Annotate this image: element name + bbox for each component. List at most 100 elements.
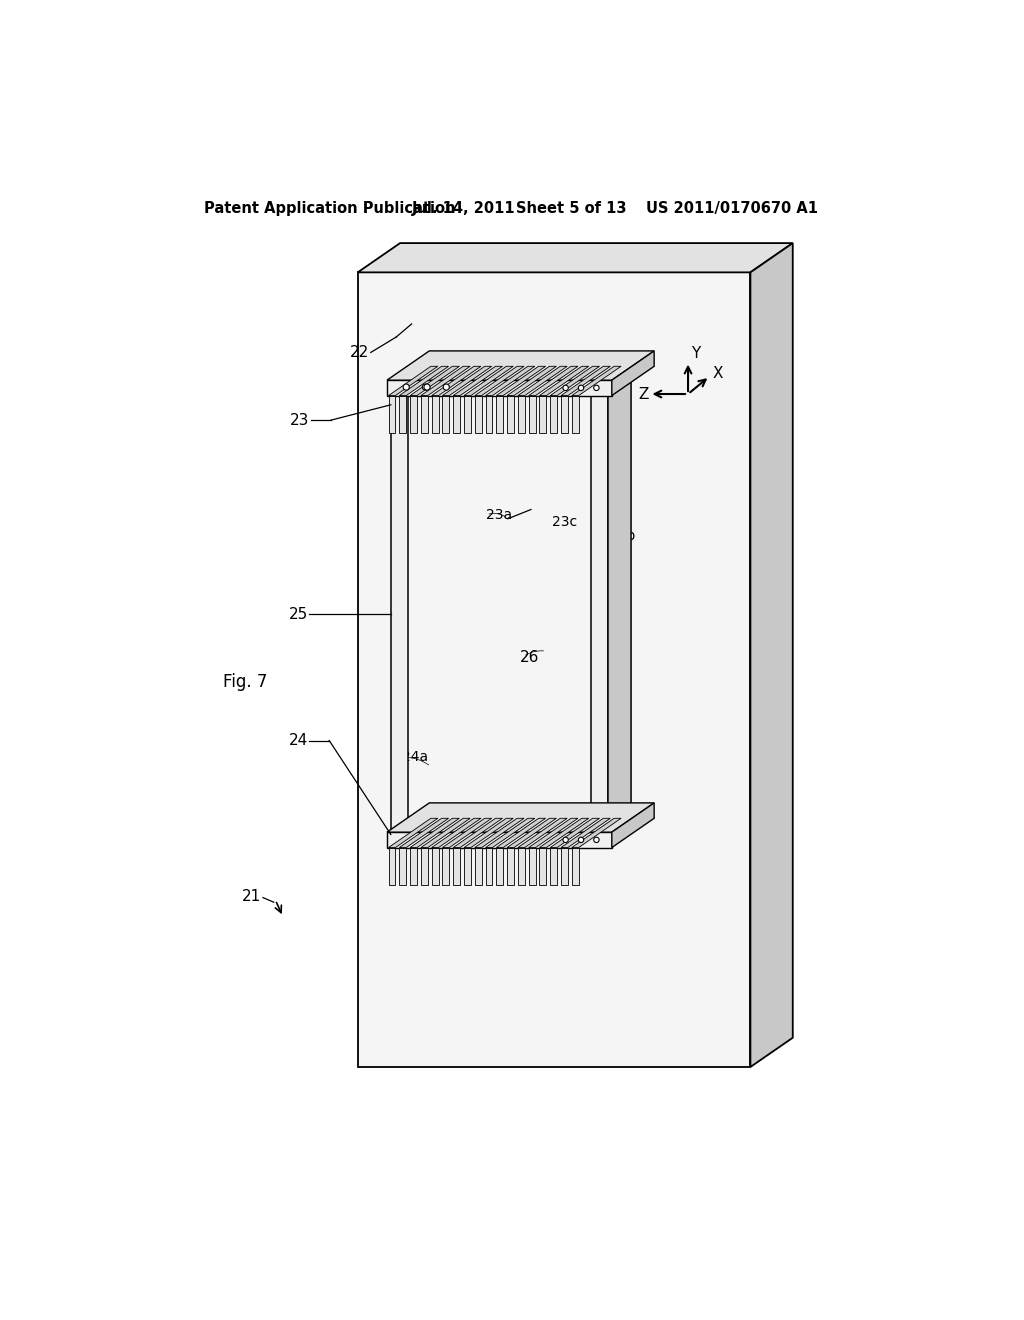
Polygon shape <box>432 396 438 433</box>
Polygon shape <box>571 367 621 396</box>
Polygon shape <box>388 367 438 396</box>
Polygon shape <box>399 847 407 884</box>
Polygon shape <box>507 367 556 396</box>
Polygon shape <box>540 367 589 396</box>
Circle shape <box>594 385 599 391</box>
Polygon shape <box>410 847 417 884</box>
Polygon shape <box>507 847 514 884</box>
Text: Patent Application Publication: Patent Application Publication <box>204 201 456 216</box>
Polygon shape <box>410 367 460 396</box>
Circle shape <box>563 837 568 842</box>
Polygon shape <box>391 380 431 396</box>
Polygon shape <box>485 818 535 847</box>
Text: Y: Y <box>691 346 700 360</box>
Text: Sheet 5 of 13: Sheet 5 of 13 <box>515 201 626 216</box>
Text: Z: Z <box>638 387 648 403</box>
Polygon shape <box>399 367 449 396</box>
Text: 22: 22 <box>350 345 370 360</box>
Text: 24c: 24c <box>486 812 511 826</box>
Polygon shape <box>507 396 514 433</box>
Polygon shape <box>475 847 481 884</box>
Polygon shape <box>485 367 535 396</box>
Polygon shape <box>421 367 470 396</box>
Text: 24a: 24a <box>401 751 428 764</box>
Polygon shape <box>518 396 524 433</box>
Polygon shape <box>391 396 408 832</box>
Polygon shape <box>357 272 751 1067</box>
Text: US 2011/0170670 A1: US 2011/0170670 A1 <box>646 201 818 216</box>
Polygon shape <box>432 847 438 884</box>
Polygon shape <box>388 396 395 433</box>
Polygon shape <box>497 847 503 884</box>
Polygon shape <box>387 351 654 380</box>
Circle shape <box>422 384 429 391</box>
Polygon shape <box>497 396 503 433</box>
Polygon shape <box>421 847 428 884</box>
Polygon shape <box>751 243 793 1067</box>
Text: 23b: 23b <box>609 529 636 543</box>
Polygon shape <box>561 367 610 396</box>
Text: 25: 25 <box>289 607 307 622</box>
Polygon shape <box>464 847 471 884</box>
Polygon shape <box>591 380 631 396</box>
Polygon shape <box>464 396 471 433</box>
Text: Jul. 14, 2011: Jul. 14, 2011 <box>412 201 515 216</box>
Polygon shape <box>464 367 513 396</box>
Polygon shape <box>454 367 503 396</box>
Polygon shape <box>561 847 568 884</box>
Polygon shape <box>442 367 492 396</box>
Polygon shape <box>442 396 450 433</box>
Polygon shape <box>611 803 654 847</box>
Polygon shape <box>540 847 547 884</box>
Polygon shape <box>528 818 578 847</box>
Polygon shape <box>388 847 395 884</box>
Circle shape <box>579 837 584 842</box>
Polygon shape <box>464 818 513 847</box>
Polygon shape <box>608 380 631 832</box>
Polygon shape <box>540 818 589 847</box>
Circle shape <box>579 385 584 391</box>
Polygon shape <box>507 818 556 847</box>
Polygon shape <box>485 847 493 884</box>
Polygon shape <box>528 396 536 433</box>
Polygon shape <box>540 396 547 433</box>
Circle shape <box>563 385 568 391</box>
Polygon shape <box>561 818 610 847</box>
Polygon shape <box>571 396 579 433</box>
Polygon shape <box>611 351 654 396</box>
Text: 26: 26 <box>519 649 539 665</box>
Polygon shape <box>550 367 599 396</box>
Polygon shape <box>432 367 481 396</box>
Circle shape <box>594 837 599 842</box>
Polygon shape <box>528 367 578 396</box>
Polygon shape <box>399 818 449 847</box>
Polygon shape <box>528 847 536 884</box>
Polygon shape <box>421 396 428 433</box>
Polygon shape <box>357 243 793 272</box>
Polygon shape <box>442 818 492 847</box>
Polygon shape <box>454 396 460 433</box>
Text: 23: 23 <box>290 413 309 428</box>
Polygon shape <box>550 396 557 433</box>
Polygon shape <box>550 818 599 847</box>
Polygon shape <box>518 847 524 884</box>
Polygon shape <box>475 818 524 847</box>
Polygon shape <box>518 367 567 396</box>
Polygon shape <box>561 396 568 433</box>
Circle shape <box>424 384 430 391</box>
Polygon shape <box>410 396 417 433</box>
Polygon shape <box>399 396 407 433</box>
Polygon shape <box>497 818 546 847</box>
Text: X: X <box>713 367 723 381</box>
Text: 23c: 23c <box>552 515 578 529</box>
Text: 21: 21 <box>243 888 261 904</box>
Polygon shape <box>475 367 524 396</box>
Text: 24: 24 <box>289 733 307 748</box>
Polygon shape <box>387 803 654 832</box>
Polygon shape <box>454 847 460 884</box>
Circle shape <box>443 384 450 391</box>
Polygon shape <box>571 818 621 847</box>
Text: Fig. 7: Fig. 7 <box>223 673 267 690</box>
Polygon shape <box>571 847 579 884</box>
Polygon shape <box>485 396 493 433</box>
